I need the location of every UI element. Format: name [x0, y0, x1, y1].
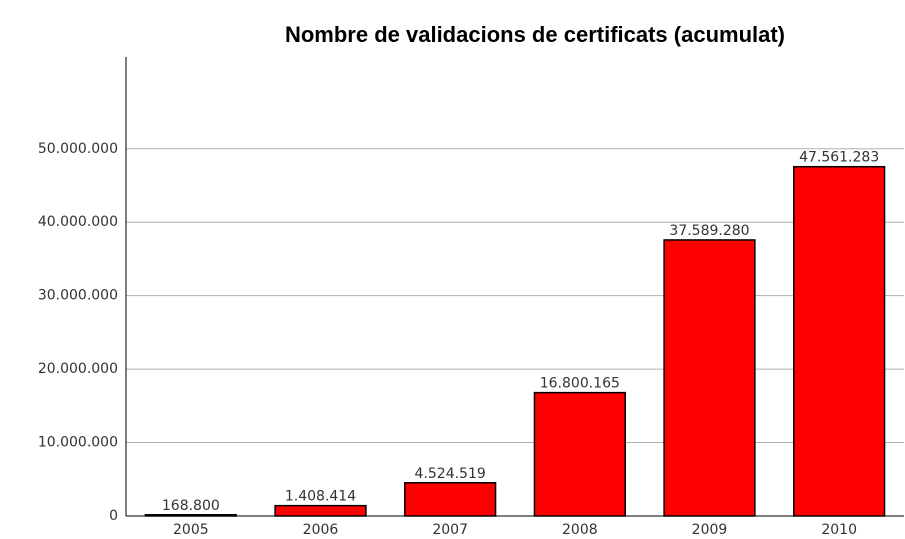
bar — [663, 239, 756, 517]
value-label: 16.800.165 — [540, 376, 620, 392]
bar — [793, 165, 886, 517]
x-tick-label: 2005 — [173, 522, 209, 538]
x-tick-label: 2008 — [562, 522, 598, 538]
y-tick-label: 50.000.000 — [38, 141, 118, 157]
bar — [274, 504, 367, 517]
x-tick-label: 2010 — [821, 522, 857, 538]
x-tick-label: 2009 — [692, 522, 728, 538]
y-tick-label: 10.000.000 — [38, 435, 118, 451]
y-tick-label: 40.000.000 — [38, 214, 118, 230]
bar — [533, 391, 626, 517]
y-tick-label: 0 — [109, 508, 118, 524]
value-label: 168.800 — [162, 498, 220, 514]
value-label: 1.408.414 — [285, 489, 356, 505]
y-tick-label: 30.000.000 — [38, 288, 118, 304]
bar — [404, 482, 497, 517]
value-label: 37.589.280 — [669, 223, 749, 239]
value-label: 4.524.519 — [415, 466, 486, 482]
chart-title: Nombre de validacions de certificats (ac… — [285, 22, 785, 47]
x-tick-label: 2007 — [432, 522, 468, 538]
x-tick-label: 2006 — [303, 522, 339, 538]
bar — [144, 514, 237, 517]
value-label: 47.561.283 — [799, 150, 879, 166]
y-tick-label: 20.000.000 — [38, 361, 118, 377]
